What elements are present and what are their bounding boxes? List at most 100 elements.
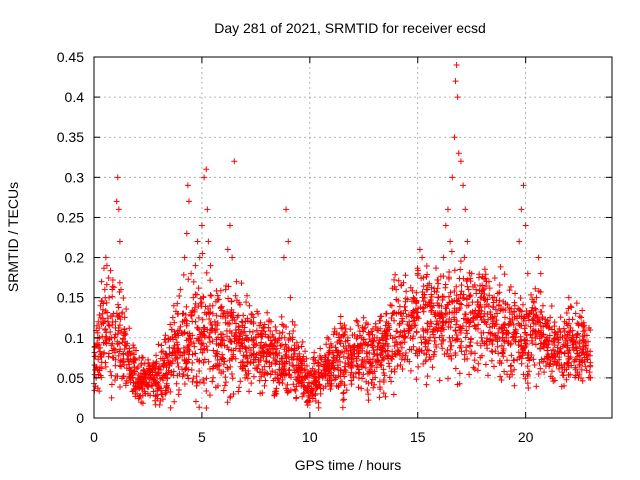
y-tick-label: 0.3 bbox=[65, 169, 85, 185]
data-point-cloud bbox=[230, 391, 237, 398]
data-point-cloud bbox=[123, 306, 130, 313]
data-point bbox=[565, 294, 572, 301]
data-point-cloud bbox=[331, 366, 338, 373]
data-point-cloud bbox=[150, 388, 157, 395]
data-point-cloud bbox=[325, 356, 332, 363]
data-point-cloud bbox=[169, 357, 176, 364]
data-point-cloud bbox=[95, 356, 102, 363]
data-point-cloud bbox=[102, 339, 109, 346]
data-point-cloud bbox=[167, 404, 174, 411]
data-point-cloud bbox=[377, 313, 384, 320]
data-point-cloud bbox=[253, 351, 260, 358]
data-point-cloud bbox=[228, 370, 235, 377]
data-point-cloud bbox=[427, 303, 434, 310]
data-point-cloud bbox=[317, 345, 324, 352]
data-point-cloud bbox=[97, 314, 104, 321]
data-point-cloud bbox=[534, 333, 541, 340]
data-point-cloud bbox=[439, 297, 446, 304]
data-point-cloud bbox=[232, 332, 239, 339]
data-point-cloud bbox=[421, 339, 428, 346]
data-point-cloud bbox=[237, 301, 244, 308]
data-point bbox=[451, 134, 458, 141]
data-point-cloud bbox=[199, 349, 206, 356]
data-point bbox=[583, 342, 590, 349]
data-point bbox=[106, 294, 113, 301]
data-point-cloud bbox=[583, 332, 590, 339]
y-tick-label: 0.15 bbox=[57, 290, 84, 306]
data-point-cloud bbox=[219, 351, 226, 358]
data-point-cloud bbox=[179, 373, 186, 380]
data-point-cloud bbox=[224, 344, 231, 351]
data-point-cloud bbox=[557, 329, 564, 336]
data-point-cloud bbox=[137, 373, 144, 380]
data-point-cloud bbox=[471, 310, 478, 317]
data-point-cloud bbox=[407, 367, 414, 374]
data-point-cloud bbox=[457, 258, 464, 265]
data-point bbox=[250, 350, 257, 357]
data-point-cloud bbox=[114, 330, 121, 337]
data-point-cloud bbox=[233, 297, 240, 304]
data-point-cloud bbox=[355, 375, 362, 382]
data-point-cloud bbox=[189, 378, 196, 385]
data-point bbox=[326, 366, 333, 373]
data-point-cloud bbox=[343, 387, 350, 394]
data-point-cloud bbox=[475, 310, 482, 317]
data-point-cloud bbox=[285, 337, 292, 344]
data-point-cloud bbox=[578, 349, 585, 356]
data-point-cloud bbox=[398, 282, 405, 289]
data-point-cloud bbox=[559, 364, 566, 371]
data-point-cloud bbox=[288, 346, 295, 353]
data-point-cloud bbox=[370, 337, 377, 344]
data-point-cloud bbox=[389, 353, 396, 360]
data-point-cloud bbox=[485, 316, 492, 323]
y-tick-label: 0.45 bbox=[57, 49, 84, 65]
data-point-cloud bbox=[362, 364, 369, 371]
data-point-cloud bbox=[472, 325, 479, 332]
data-point-cloud bbox=[246, 388, 253, 395]
data-point-cloud bbox=[254, 365, 261, 372]
data-point-cloud bbox=[239, 365, 246, 372]
data-point bbox=[179, 318, 186, 325]
data-point-cloud bbox=[579, 349, 586, 356]
data-point-cloud bbox=[361, 325, 368, 332]
data-point-cloud bbox=[431, 348, 438, 355]
data-point bbox=[157, 366, 164, 373]
data-point-cloud bbox=[210, 347, 217, 354]
data-point-cloud bbox=[191, 308, 198, 315]
data-point-cloud bbox=[348, 381, 355, 388]
data-point-cloud bbox=[190, 340, 197, 347]
data-point-cloud bbox=[299, 338, 306, 345]
data-point-cloud bbox=[560, 372, 567, 379]
data-point-cloud bbox=[320, 385, 327, 392]
data-point-cloud bbox=[448, 248, 455, 255]
data-point-cloud bbox=[404, 296, 411, 303]
data-point-cloud bbox=[378, 362, 385, 369]
data-point-cloud bbox=[266, 363, 273, 370]
data-point-cloud bbox=[322, 372, 329, 379]
data-point-cloud bbox=[184, 372, 191, 379]
data-point-cloud bbox=[394, 347, 401, 354]
data-point-cloud bbox=[532, 306, 539, 313]
data-point-cloud bbox=[107, 267, 114, 274]
data-point-cloud bbox=[212, 362, 219, 369]
data-point-cloud bbox=[197, 300, 204, 307]
data-point bbox=[289, 318, 296, 325]
data-point-cloud bbox=[283, 324, 290, 331]
data-point-cloud bbox=[504, 301, 511, 308]
data-point-cloud bbox=[172, 350, 179, 357]
data-point-cloud bbox=[424, 373, 431, 380]
data-point bbox=[261, 382, 268, 389]
data-point bbox=[112, 318, 119, 325]
data-point bbox=[201, 174, 208, 181]
data-point-cloud bbox=[389, 348, 396, 355]
data-point-cloud bbox=[573, 331, 580, 338]
data-point bbox=[410, 294, 417, 301]
data-point-cloud bbox=[339, 397, 346, 404]
data-point-cloud bbox=[365, 380, 372, 387]
data-point-cloud bbox=[281, 346, 288, 353]
data-point-cloud bbox=[250, 373, 257, 380]
data-point bbox=[95, 318, 102, 325]
data-point-cloud bbox=[276, 335, 283, 342]
data-point-cloud bbox=[439, 319, 446, 326]
data-point-cloud bbox=[120, 373, 127, 380]
